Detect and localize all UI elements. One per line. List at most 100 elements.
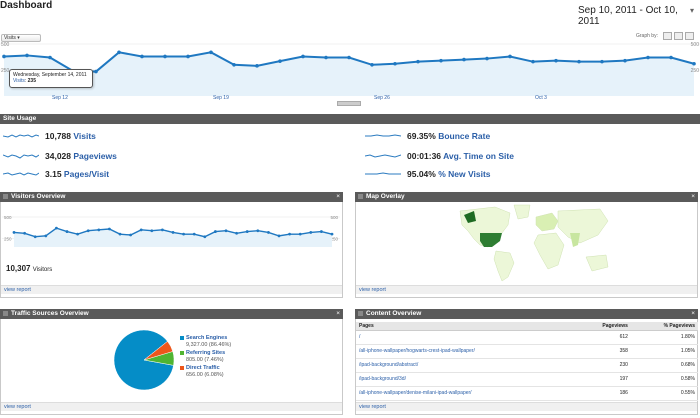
visits-data-point[interactable] bbox=[278, 59, 282, 63]
new-visits-link[interactable]: % New Visits bbox=[438, 169, 491, 179]
visitors-data-point[interactable] bbox=[203, 235, 207, 239]
visits-data-point[interactable] bbox=[2, 54, 6, 59]
visits-data-point[interactable] bbox=[416, 59, 420, 64]
map-view-report-link[interactable]: view report bbox=[356, 285, 697, 294]
page-link[interactable]: /all-iphone-wallpaper/hogwarts-crest-ipa… bbox=[356, 344, 575, 359]
legend-name[interactable]: Direct Traffic bbox=[186, 365, 220, 371]
legend-name[interactable]: Search Engines bbox=[186, 335, 228, 341]
collapse-chart-handle[interactable] bbox=[337, 101, 361, 106]
visitors-data-point[interactable] bbox=[320, 230, 323, 233]
visitors-view-report-link[interactable]: view report bbox=[1, 285, 342, 294]
visitors-data-point[interactable] bbox=[330, 232, 334, 236]
visitors-data-point[interactable] bbox=[65, 230, 69, 233]
graph-by-day-button[interactable] bbox=[663, 32, 672, 40]
visitors-data-point[interactable] bbox=[214, 230, 217, 233]
visitors-data-point[interactable] bbox=[44, 234, 48, 238]
visits-data-point[interactable] bbox=[48, 55, 52, 60]
map-canada-west[interactable] bbox=[464, 211, 476, 223]
legend-name[interactable]: Referring Sites bbox=[186, 350, 226, 356]
visits-data-point[interactable] bbox=[163, 54, 167, 59]
page-link[interactable]: / bbox=[356, 330, 575, 345]
visits-data-point[interactable] bbox=[117, 50, 121, 55]
visits-data-point[interactable] bbox=[232, 63, 236, 67]
col-pageviews[interactable]: Pageviews bbox=[574, 322, 631, 331]
visits-link[interactable]: Visits bbox=[73, 131, 96, 141]
col-pages[interactable]: Pages bbox=[356, 322, 575, 331]
visitors-data-point[interactable] bbox=[267, 231, 270, 234]
visitors-data-point[interactable] bbox=[277, 234, 281, 238]
visitors-data-point[interactable] bbox=[139, 228, 143, 232]
visits-data-point[interactable] bbox=[186, 54, 190, 59]
visits-data-point[interactable] bbox=[600, 59, 604, 64]
visits-data-point[interactable] bbox=[508, 54, 512, 59]
pageviews-link[interactable]: Pageviews bbox=[73, 151, 117, 161]
visitors-data-point[interactable] bbox=[97, 228, 101, 232]
drag-handle-icon[interactable] bbox=[3, 194, 8, 199]
visits-data-point[interactable] bbox=[485, 56, 489, 61]
pages-visit-link[interactable]: Pages/Visit bbox=[63, 169, 110, 179]
visits-data-point[interactable] bbox=[646, 55, 650, 60]
visits-data-point[interactable] bbox=[623, 58, 627, 63]
graph-by-week-button[interactable] bbox=[674, 32, 683, 40]
visitors-data-point[interactable] bbox=[192, 232, 196, 236]
visits-data-point[interactable] bbox=[577, 59, 581, 64]
map-usa[interactable] bbox=[480, 233, 502, 247]
visits-data-point[interactable] bbox=[209, 50, 213, 55]
date-range-selector[interactable]: Sep 10, 2011 - Oct 10, 2011 bbox=[578, 5, 678, 27]
visitors-overview-header[interactable]: Visitors Overview × bbox=[0, 192, 343, 202]
chevron-down-icon[interactable]: ▾ bbox=[690, 6, 695, 15]
visitors-data-point[interactable] bbox=[12, 231, 16, 234]
content-view-report-link[interactable]: view report bbox=[356, 402, 697, 411]
page-link[interactable]: /ipad-background/abstract/ bbox=[356, 358, 575, 373]
map-greenland[interactable] bbox=[513, 204, 531, 220]
world-map[interactable] bbox=[440, 203, 610, 283]
visits-data-point[interactable] bbox=[94, 69, 98, 74]
close-icon[interactable]: × bbox=[336, 193, 340, 200]
content-overview-header[interactable]: Content Overview × bbox=[355, 309, 698, 319]
map-south-america[interactable] bbox=[493, 250, 515, 282]
metric-selector[interactable]: Visits ▾ bbox=[1, 34, 41, 42]
traffic-view-report-link[interactable]: view report bbox=[1, 402, 342, 411]
visitors-data-point[interactable] bbox=[23, 231, 26, 235]
visitors-data-point[interactable] bbox=[298, 232, 302, 236]
visits-data-point[interactable] bbox=[255, 64, 259, 68]
drag-handle-icon[interactable] bbox=[358, 194, 363, 199]
visitors-data-point[interactable] bbox=[129, 233, 132, 237]
visits-data-point[interactable] bbox=[301, 54, 305, 59]
visitors-data-point[interactable] bbox=[256, 229, 260, 233]
page-link[interactable]: /all-iphone-wallpaper/denise-milani-ipad… bbox=[356, 386, 575, 401]
traffic-sources-pie[interactable] bbox=[112, 328, 176, 392]
pie-slice[interactable] bbox=[143, 341, 174, 361]
visits-data-point[interactable] bbox=[462, 57, 466, 62]
bounce-rate-link[interactable]: Bounce Rate bbox=[438, 131, 491, 141]
visits-data-point[interactable] bbox=[554, 58, 558, 63]
page-link[interactable]: /ipad-background/3d/ bbox=[356, 372, 575, 387]
close-icon[interactable]: × bbox=[336, 310, 340, 317]
visits-data-point[interactable] bbox=[347, 55, 351, 60]
traffic-sources-header[interactable]: Traffic Sources Overview × bbox=[0, 309, 343, 319]
visitors-data-point[interactable] bbox=[108, 227, 111, 231]
visitors-data-point[interactable] bbox=[33, 235, 37, 239]
visits-data-point[interactable] bbox=[439, 58, 443, 63]
pie-slice[interactable] bbox=[113, 329, 174, 391]
col-pct-pageviews[interactable]: % Pageviews bbox=[630, 322, 698, 331]
visitors-data-point[interactable] bbox=[86, 229, 90, 233]
map-asia[interactable] bbox=[557, 208, 609, 244]
drag-handle-icon[interactable] bbox=[3, 311, 8, 316]
visits-data-point[interactable] bbox=[393, 61, 397, 66]
map-europe[interactable] bbox=[535, 212, 559, 232]
close-icon[interactable]: × bbox=[691, 310, 695, 317]
drag-handle-icon[interactable] bbox=[358, 311, 363, 316]
map-overlay-header[interactable]: Map Overlay × bbox=[355, 192, 698, 202]
visitors-data-point[interactable] bbox=[118, 232, 122, 236]
visits-data-point[interactable] bbox=[25, 53, 29, 58]
visits-data-point[interactable] bbox=[370, 63, 374, 67]
visitors-data-point[interactable] bbox=[76, 232, 79, 236]
visitors-data-point[interactable] bbox=[150, 229, 154, 233]
map-australia[interactable] bbox=[585, 254, 609, 272]
visits-data-point[interactable] bbox=[669, 55, 673, 60]
visitors-data-point[interactable] bbox=[235, 231, 239, 235]
visits-data-point[interactable] bbox=[692, 61, 696, 66]
visits-data-point[interactable] bbox=[324, 55, 328, 60]
visitors-line-chart[interactable]: 500 500 250 250 bbox=[2, 213, 340, 251]
